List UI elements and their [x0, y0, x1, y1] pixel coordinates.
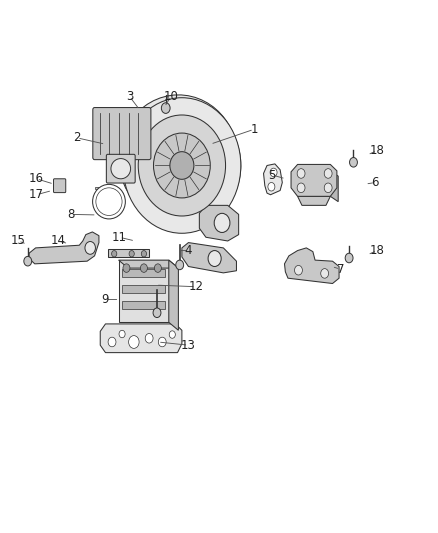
Polygon shape: [119, 260, 178, 268]
Circle shape: [129, 336, 139, 349]
Polygon shape: [100, 324, 182, 353]
Circle shape: [324, 168, 332, 178]
Polygon shape: [169, 260, 178, 330]
Text: 18: 18: [370, 244, 385, 257]
Circle shape: [141, 264, 148, 272]
Circle shape: [108, 337, 116, 347]
Polygon shape: [264, 164, 283, 195]
Text: 9: 9: [102, 293, 109, 306]
Ellipse shape: [170, 152, 194, 179]
Polygon shape: [119, 260, 169, 322]
Polygon shape: [119, 95, 241, 229]
Text: 18: 18: [370, 144, 385, 157]
Circle shape: [141, 251, 147, 257]
Polygon shape: [199, 205, 239, 241]
Text: 5: 5: [268, 168, 276, 182]
Ellipse shape: [92, 184, 125, 219]
Polygon shape: [122, 301, 165, 309]
Circle shape: [161, 103, 170, 114]
Text: 8: 8: [68, 208, 75, 221]
Circle shape: [350, 158, 357, 167]
Text: 13: 13: [181, 338, 196, 352]
Polygon shape: [29, 232, 99, 264]
Ellipse shape: [96, 188, 122, 215]
Polygon shape: [285, 248, 339, 284]
Text: 6: 6: [371, 176, 379, 189]
Ellipse shape: [111, 159, 131, 179]
Text: 4: 4: [185, 244, 192, 257]
Text: 15: 15: [11, 235, 25, 247]
Circle shape: [129, 251, 134, 257]
Circle shape: [119, 330, 125, 338]
Polygon shape: [108, 249, 149, 257]
Circle shape: [145, 334, 153, 343]
Text: 11: 11: [112, 231, 127, 244]
Circle shape: [208, 251, 221, 266]
Polygon shape: [297, 196, 330, 205]
Polygon shape: [122, 269, 165, 277]
Polygon shape: [291, 165, 337, 196]
Circle shape: [153, 308, 161, 318]
Circle shape: [297, 168, 305, 178]
Text: 10: 10: [163, 90, 178, 103]
FancyBboxPatch shape: [93, 108, 151, 160]
Polygon shape: [330, 171, 338, 201]
Text: 7: 7: [337, 263, 344, 276]
Text: 17: 17: [29, 188, 44, 201]
Text: 14: 14: [51, 235, 66, 247]
Circle shape: [324, 183, 332, 192]
FancyBboxPatch shape: [53, 179, 66, 192]
Circle shape: [112, 251, 117, 257]
Circle shape: [345, 253, 353, 263]
Circle shape: [158, 337, 166, 347]
Polygon shape: [95, 187, 108, 189]
Text: 16: 16: [29, 172, 44, 185]
Circle shape: [268, 182, 275, 191]
FancyBboxPatch shape: [106, 155, 135, 183]
Circle shape: [123, 264, 130, 272]
Ellipse shape: [138, 115, 226, 216]
Circle shape: [297, 183, 305, 192]
Circle shape: [214, 213, 230, 232]
Text: 12: 12: [188, 280, 203, 293]
Circle shape: [85, 241, 95, 254]
Circle shape: [24, 256, 32, 266]
Polygon shape: [182, 243, 237, 273]
Ellipse shape: [123, 98, 241, 233]
Circle shape: [169, 331, 175, 338]
Polygon shape: [122, 285, 165, 293]
Ellipse shape: [153, 133, 210, 198]
Circle shape: [321, 269, 328, 278]
Circle shape: [154, 264, 161, 272]
Text: 2: 2: [73, 131, 81, 144]
Circle shape: [176, 260, 184, 270]
Circle shape: [294, 265, 302, 275]
Text: 1: 1: [250, 123, 258, 136]
Text: 3: 3: [126, 90, 133, 103]
Circle shape: [270, 168, 277, 176]
